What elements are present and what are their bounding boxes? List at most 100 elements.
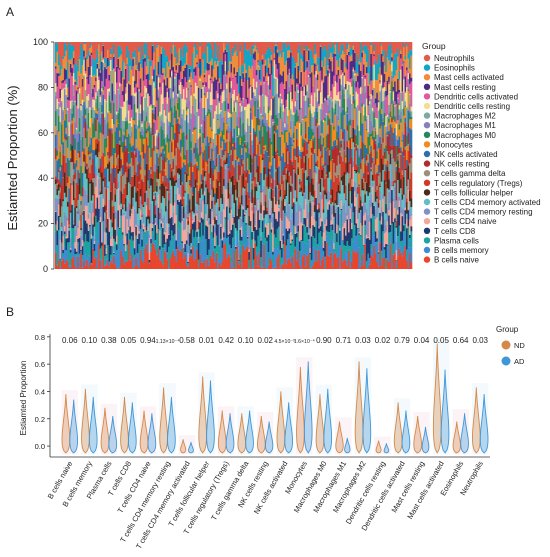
panel-a-bar-segment	[115, 118, 118, 128]
panel-a-bar-segment	[312, 128, 315, 132]
panel-a-bar-segment	[339, 245, 341, 269]
panel-a-bar-segment	[77, 244, 80, 257]
panel-a-bar-segment	[181, 208, 184, 222]
panel-a-bar-segment	[217, 207, 219, 224]
panel-a-bar-segment	[240, 240, 243, 264]
panel-a-bar-segment	[275, 151, 277, 155]
panel-a-bar-segment	[371, 89, 374, 96]
panel-a-bar-segment	[197, 238, 200, 242]
panel-a-bar-segment	[260, 201, 263, 205]
panel-a-bar-segment	[300, 90, 303, 108]
panel-a-bar-segment	[87, 56, 90, 67]
panel-a-bar-segment	[63, 108, 66, 121]
panel-a-bar-segment	[190, 254, 193, 256]
panel-a-bar-segment	[346, 98, 349, 107]
panel-a-bar-segment	[145, 128, 148, 131]
panel-a-bar-segment	[174, 72, 176, 77]
panel-a-bar-segment	[318, 125, 321, 139]
panel-a-bar-segment	[349, 42, 352, 49]
panel-a-bar-segment	[272, 262, 274, 269]
panel-a-bar-segment	[81, 172, 84, 187]
panel-a-bar-segment	[278, 56, 280, 64]
panel-a-bar-segment	[388, 210, 390, 216]
panel-a-bar-segment	[358, 184, 361, 186]
panel-a-bar-segment	[108, 88, 111, 92]
panel-a-bar-segment	[373, 216, 376, 236]
panel-a-bar-segment	[242, 72, 245, 74]
panel-a-bar-segment	[160, 42, 163, 47]
panel-a-bar-segment	[233, 149, 236, 168]
panel-a-bar-segment	[386, 136, 389, 137]
panel-a-bar-segment	[333, 251, 335, 254]
panel-a-bar-segment	[282, 42, 285, 53]
panel-a-bar-segment	[197, 267, 200, 269]
panel-a-bar-segment	[89, 212, 91, 225]
panel-a-bar-segment	[330, 52, 332, 62]
panel-a-bar-segment	[331, 42, 334, 58]
panel-a-bar-segment	[133, 186, 136, 209]
panel-a-bar-segment	[346, 54, 349, 70]
panel-a-bar-segment	[351, 148, 353, 158]
panel-a-bar-segment	[110, 60, 112, 71]
panel-a-bar-segment	[93, 117, 96, 118]
panel-a-bar-segment	[288, 258, 291, 269]
panel-a-bar-segment	[184, 190, 187, 192]
panel-a-bar-segment	[154, 240, 157, 242]
panel-a-bar-segment	[59, 107, 62, 122]
panel-a-bar-segment	[154, 88, 157, 107]
panel-a-bar-segment	[267, 94, 270, 107]
panel-a-bar-segment	[370, 151, 373, 168]
panel-a-bar-segment	[101, 246, 103, 261]
panel-a-bar-segment	[60, 229, 63, 231]
panel-a-bar-segment	[315, 65, 318, 71]
panel-a-bar-segment	[243, 63, 246, 78]
panel-a-bar-segment	[383, 112, 386, 126]
panel-a-bar-segment	[251, 98, 254, 120]
panel-a-bar-segment	[218, 101, 221, 103]
panel-a-bar-segment	[138, 150, 141, 163]
panel-a-bar-segment	[236, 125, 239, 137]
panel-a-bar-segment	[199, 155, 202, 186]
panel-a-bar-segment	[368, 221, 371, 240]
panel-a-bar-segment	[74, 178, 77, 198]
panel-a-bar-segment	[224, 159, 227, 163]
panel-a-bar-segment	[223, 155, 225, 161]
panel-a-bar-segment	[104, 99, 106, 118]
panel-a-bar-segment	[336, 207, 338, 225]
panel-a-bar-segment	[237, 164, 240, 181]
panel-a-bar-segment	[218, 102, 221, 114]
panel-a-bar-segment	[115, 157, 118, 166]
panel-a-bar-segment	[346, 146, 349, 173]
panel-a-bar-segment	[101, 51, 103, 52]
panel-a-bar-segment	[159, 186, 161, 190]
panel-a-bar-segment	[153, 191, 155, 192]
panel-a-bar-segment	[84, 108, 87, 116]
panel-a-bar-segment	[385, 116, 388, 127]
panel-a-bar-segment	[81, 151, 84, 173]
panel-a-bar-segment	[87, 255, 90, 268]
panel-a-bar-segment	[113, 164, 115, 184]
panel-a-bar-segment	[141, 96, 144, 122]
panel-a-bar-segment	[124, 183, 127, 199]
panel-a-bar-segment	[337, 66, 340, 70]
panel-a-bar-segment	[371, 95, 374, 108]
panel-a-bar-segment	[165, 144, 167, 163]
panel-a-bar-segment	[168, 223, 170, 227]
panel-a-bar-segment	[188, 128, 191, 168]
panel-a-bar-segment	[56, 245, 59, 265]
panel-a-bar-segment	[312, 58, 315, 66]
panel-a-bar-segment	[306, 255, 309, 269]
panel-a-bar-segment	[200, 222, 203, 241]
panel-a-bar-segment	[98, 139, 100, 140]
panel-a-bar-segment	[316, 261, 319, 269]
panel-a-bar-segment	[288, 73, 291, 87]
panel-a-bar-segment	[193, 93, 196, 97]
panel-a-bar-segment	[297, 202, 300, 225]
panel-a-bar-segment	[321, 165, 324, 170]
panel-a-bar-segment	[248, 88, 251, 104]
panel-a-bar-segment	[171, 167, 173, 172]
panel-a-bar-segment	[77, 142, 80, 154]
panel-a-bar-segment	[261, 267, 264, 269]
panel-a-bar-segment	[175, 179, 178, 183]
panel-a-bar-segment	[56, 51, 59, 74]
